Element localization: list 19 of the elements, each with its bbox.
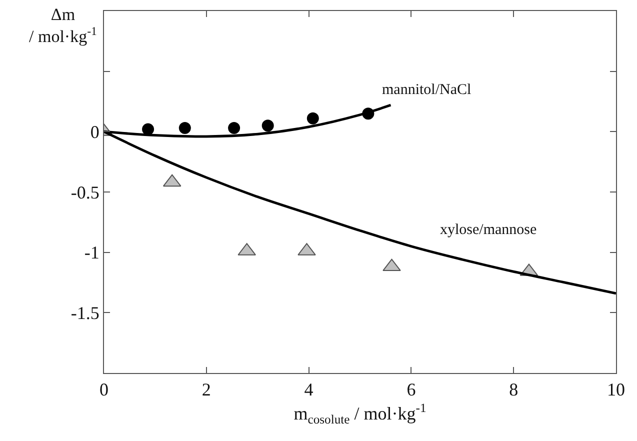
point <box>262 120 274 132</box>
point <box>142 123 154 136</box>
point <box>228 122 240 134</box>
x-tick-label: 6 <box>406 380 416 400</box>
x-tick-label: 4 <box>304 380 314 400</box>
annotation: mannitol/NaCl <box>382 82 472 98</box>
point <box>306 112 319 124</box>
point <box>178 122 191 134</box>
y-tick-label: -1 <box>84 242 100 263</box>
y-tick-label: 0 <box>90 122 100 142</box>
x-tick-label: 2 <box>202 380 211 400</box>
y-tick-label: -1.5 <box>70 302 100 323</box>
x-tick-label: 10 <box>607 380 625 400</box>
y-axis-title: Δm / mol·kg$^{-1}$ <box>29 5 98 46</box>
point <box>382 258 401 272</box>
y-tick-label: -0.5 <box>70 182 100 202</box>
annotation: xylose/mannose <box>440 222 537 238</box>
x-axis-title: m$_{cosolute}$ / mol·kg$^{-1}$ <box>294 401 426 426</box>
x-tick-label: 8 <box>509 380 518 400</box>
